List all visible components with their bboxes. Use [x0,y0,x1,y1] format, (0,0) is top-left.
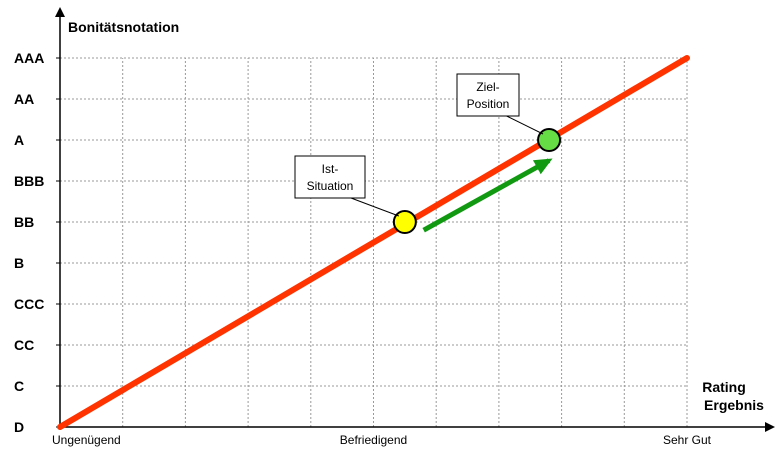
y-tick-label: AA [14,91,34,107]
x-axis-title-line1: Rating [702,379,746,395]
y-tick-label: BBB [14,173,44,189]
ziel-point [537,128,562,152]
series-layer [57,55,690,430]
callout-box [294,155,366,199]
y-tick-label: CC [14,337,34,353]
callout-label-line1: Ist- [322,162,339,176]
callout-label-line1: Ziel- [476,80,499,94]
callout-label-line2: Position [467,97,510,111]
rating-line [57,55,690,430]
ist-callout: Ist- Situation [294,155,400,217]
ist-point [392,210,417,234]
progress-arrow [422,158,553,233]
x-axis-title-line2: Ergebnis [704,397,764,413]
y-tick-label: A [14,132,24,148]
y-tick-label: AAA [14,50,44,66]
x-tick-labels: Ungenügend Befriedigend Sehr Gut [52,433,712,447]
y-tick-label: D [14,419,24,435]
annotations-layer: Ist- Situation Ziel- Position [294,73,544,217]
y-axis-title: Bonitätsnotation [68,19,179,35]
x-tick-label: Ungenügend [52,433,121,447]
y-tick-label: C [14,378,24,394]
y-tick-label: B [14,255,24,271]
x-tick-label: Sehr Gut [663,433,712,447]
callout-leader [350,197,400,217]
y-tick-label: BB [14,214,34,230]
x-tick-label: Befriedigend [340,433,407,447]
ziel-callout: Ziel- Position [456,73,544,135]
chart-grid [60,57,688,427]
callout-label-line2: Situation [307,179,354,193]
callout-box [456,73,520,117]
callout-leader [506,115,544,135]
y-tick-label: CCC [14,296,44,312]
